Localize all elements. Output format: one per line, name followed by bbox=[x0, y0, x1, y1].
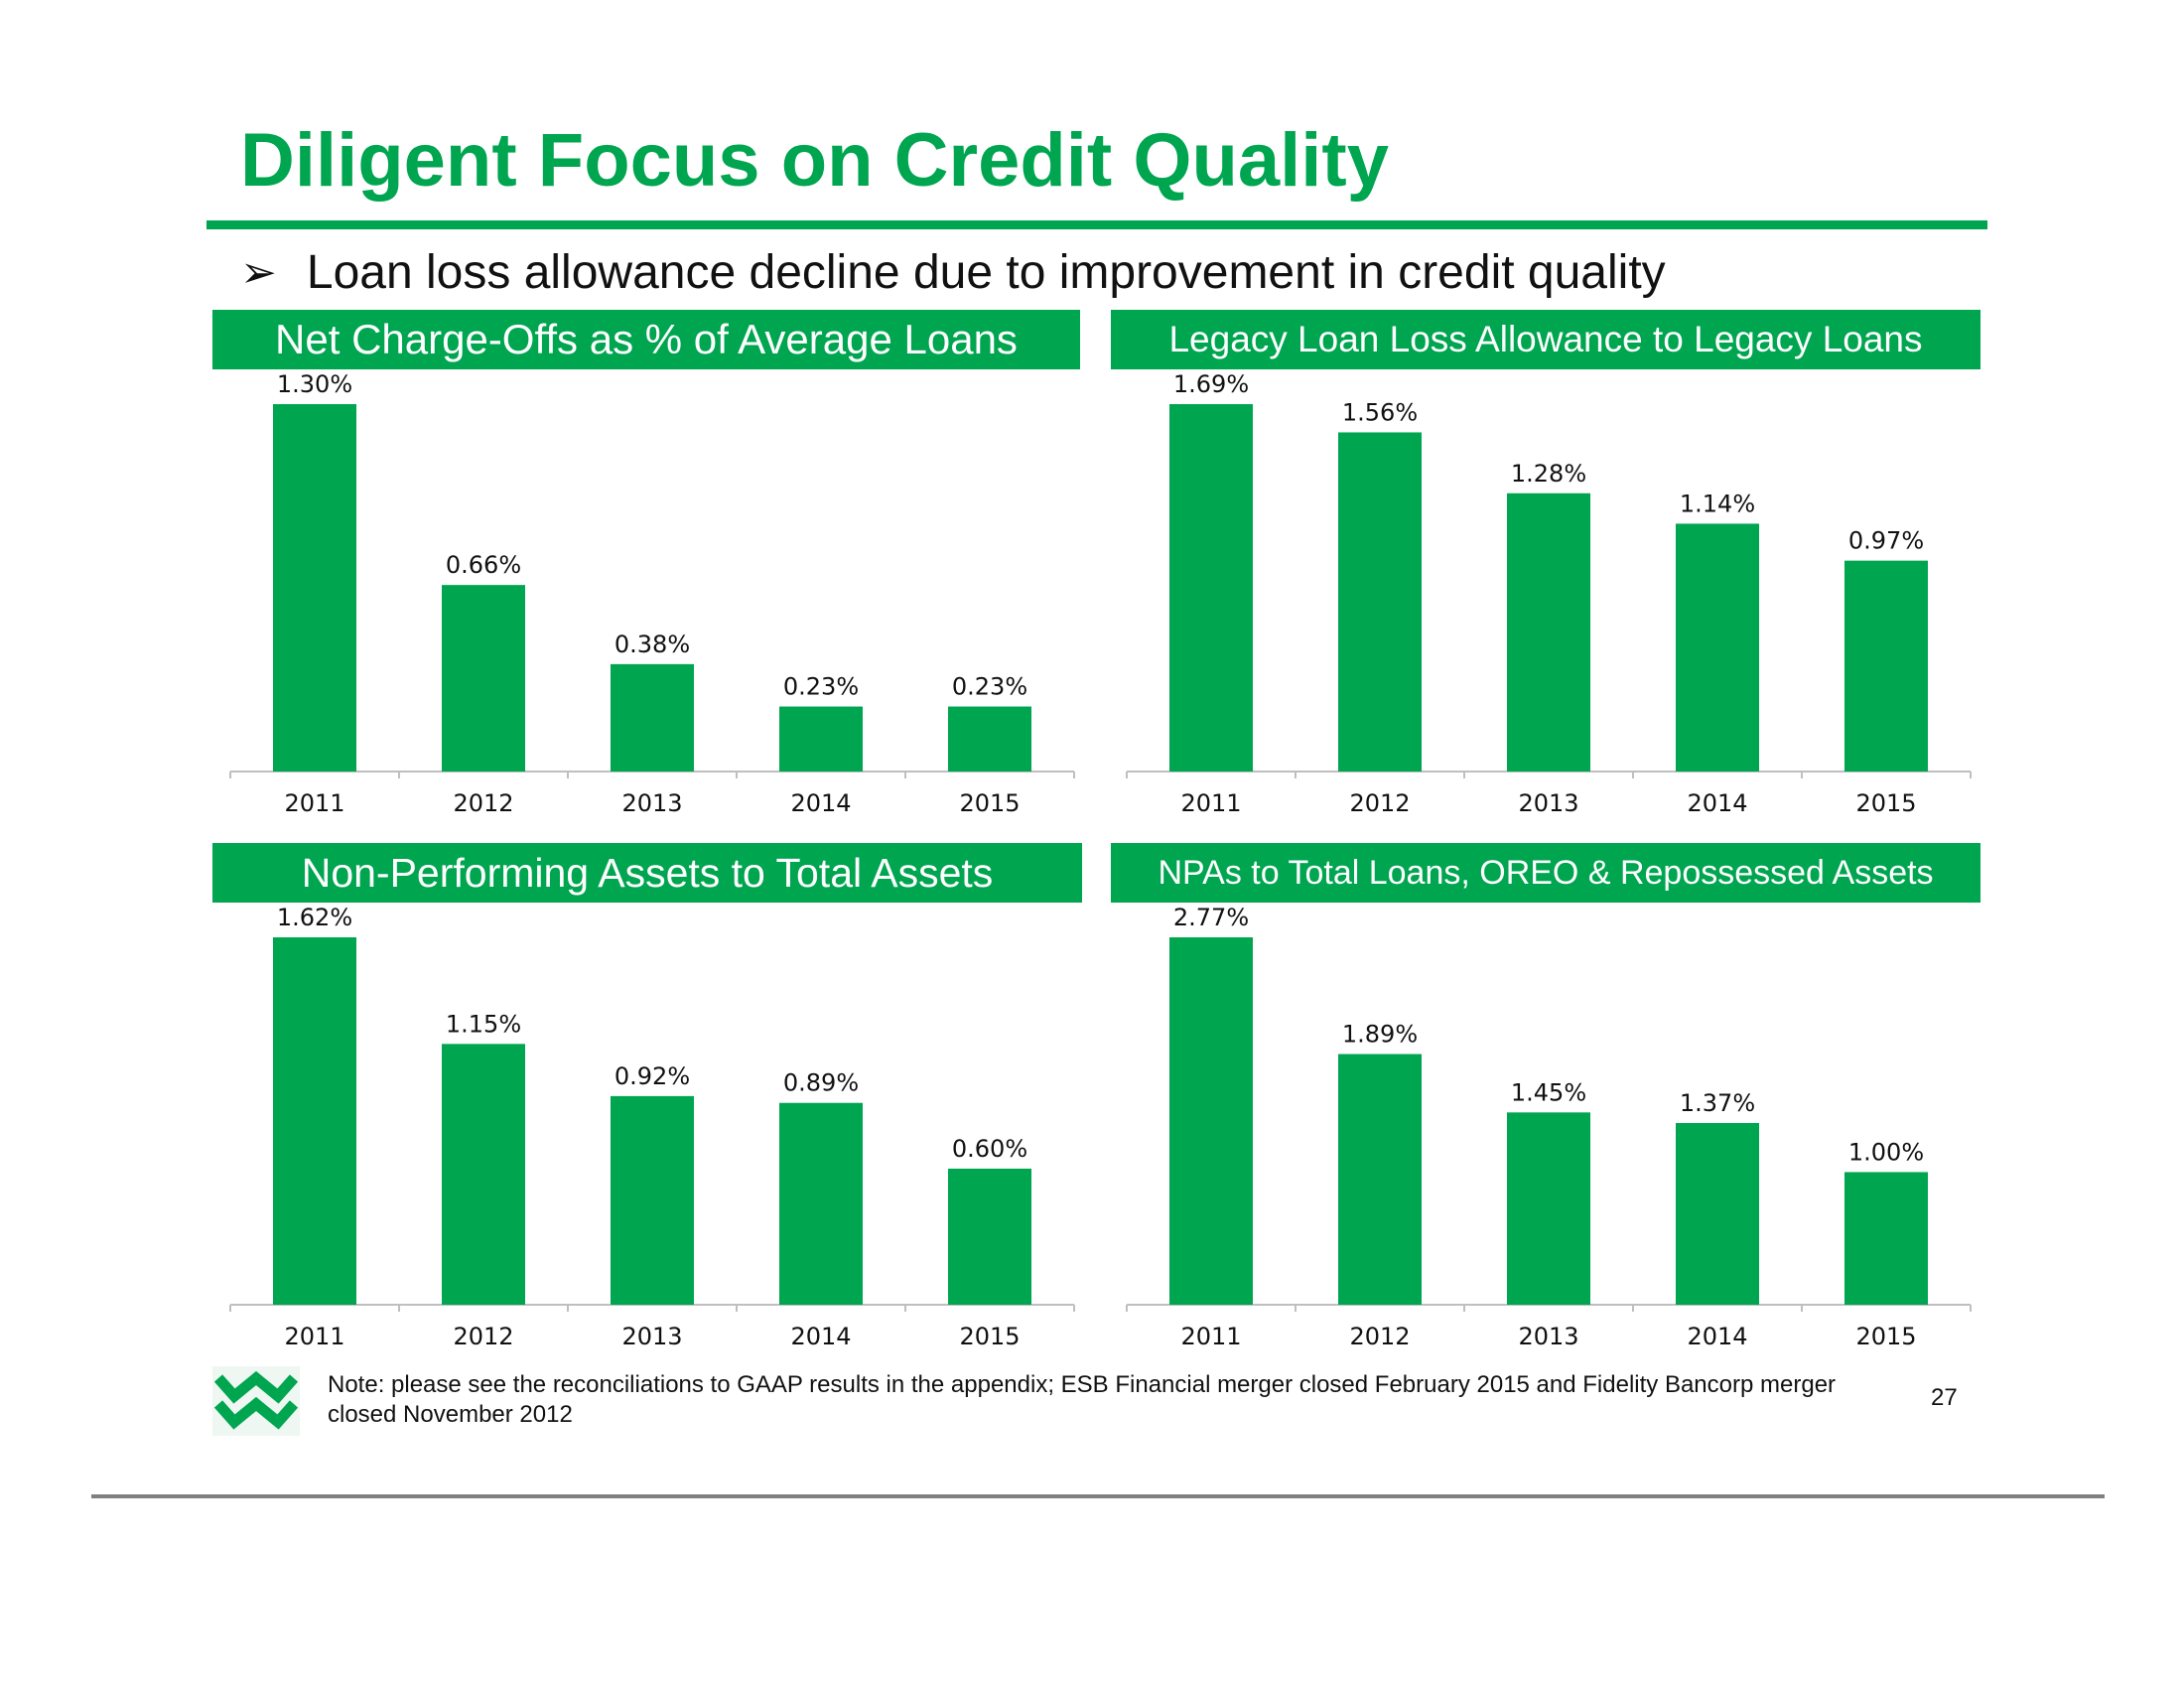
data-label: 0.60% bbox=[952, 1135, 1027, 1163]
chart-plot: 1.69% 2011 1.56% 2012 1.28% 2013 1.14% 2014 0.97… bbox=[1126, 370, 1972, 817]
bar-2012 bbox=[442, 585, 525, 772]
x-tick-label: 2011 bbox=[1180, 1323, 1241, 1350]
bar-2013 bbox=[1507, 1112, 1590, 1305]
footer-note: Note: please see the reconciliations to … bbox=[328, 1371, 1837, 1428]
x-tick-label: 2012 bbox=[453, 1323, 513, 1350]
bar-2011 bbox=[1169, 404, 1253, 772]
bar-2015 bbox=[948, 1168, 1031, 1305]
chart-title: Non-Performing Assets to Total Assets bbox=[301, 849, 994, 896]
chart-plot: 1.62% 2011 1.15% 2012 0.92% 2013 0.89% 2014 0.60… bbox=[229, 904, 1075, 1350]
bar-2015 bbox=[1844, 1172, 1928, 1305]
x-tick-label: 2013 bbox=[621, 1323, 682, 1350]
chart-net-charge-offs: 1.30% 2011 0.66% 2012 0.38% 2013 0.23% 2014 0.23… bbox=[210, 310, 1124, 826]
data-label: 1.62% bbox=[277, 904, 352, 931]
chart-plot: 2.77% 2011 1.89% 2012 1.45% 2013 1.37% 2014 1.00… bbox=[1126, 904, 1972, 1350]
chart-title-bar: Legacy Loan Loss Allowance to Legacy Loa… bbox=[1111, 310, 1980, 369]
x-tick-label: 2014 bbox=[790, 789, 851, 817]
bullet-text: Loan loss allowance decline due to impro… bbox=[306, 245, 1666, 299]
data-label: 0.92% bbox=[614, 1062, 690, 1090]
page-title: Diligent Focus on Credit Quality bbox=[240, 118, 1389, 203]
bar-2013 bbox=[1507, 492, 1590, 772]
bullet-arrow-icon: ➢ bbox=[240, 247, 277, 297]
bar-2015 bbox=[1844, 560, 1928, 772]
x-tick-label: 2012 bbox=[453, 789, 513, 817]
bar-2013 bbox=[611, 663, 694, 772]
data-label: 0.97% bbox=[1848, 527, 1924, 555]
x-tick-label: 2015 bbox=[1855, 1323, 1916, 1350]
bullet-point: ➢ Loan loss allowance decline due to imp… bbox=[240, 242, 1666, 302]
chart-plot: 1.30% 2011 0.66% 2012 0.38% 2013 0.23% 2014 0.23… bbox=[229, 370, 1075, 817]
x-tick-label: 2011 bbox=[1180, 789, 1241, 817]
data-label: 1.28% bbox=[1511, 460, 1586, 488]
x-tick-label: 2013 bbox=[1518, 1323, 1578, 1350]
data-label: 1.30% bbox=[277, 370, 352, 398]
bar-2014 bbox=[1676, 1123, 1759, 1305]
data-label: 0.89% bbox=[783, 1069, 859, 1097]
x-tick-label: 2014 bbox=[1687, 789, 1747, 817]
page-number: 27 bbox=[1931, 1384, 1958, 1411]
data-label: 2.77% bbox=[1173, 904, 1249, 931]
x-tick-label: 2014 bbox=[1687, 1323, 1747, 1350]
chart-npa-to-total-assets: 1.62% 2011 1.15% 2012 0.92% 2013 0.89% 2014 0.60… bbox=[210, 843, 1124, 1359]
x-tick-label: 2015 bbox=[959, 1323, 1020, 1350]
data-label: 1.00% bbox=[1848, 1138, 1924, 1166]
bar-2014 bbox=[779, 1102, 863, 1305]
data-label: 1.37% bbox=[1680, 1089, 1755, 1117]
chart-title: Legacy Loan Loss Allowance to Legacy Loa… bbox=[1168, 319, 1923, 359]
bar-2011 bbox=[1169, 937, 1253, 1305]
x-tick-label: 2013 bbox=[621, 789, 682, 817]
bottom-divider bbox=[91, 1494, 2105, 1498]
x-tick-label: 2015 bbox=[959, 789, 1020, 817]
chart-title: NPAs to Total Loans, OREO & Repossessed … bbox=[1158, 853, 1934, 892]
bar-2013 bbox=[611, 1095, 694, 1305]
x-tick-label: 2012 bbox=[1349, 789, 1410, 817]
data-label: 1.15% bbox=[446, 1010, 521, 1038]
x-tick-label: 2013 bbox=[1518, 789, 1578, 817]
bar-2011 bbox=[273, 404, 356, 772]
data-label: 1.89% bbox=[1342, 1021, 1418, 1049]
chart-npas-to-total-loans-oreo: 2.77% 2011 1.89% 2012 1.45% 2013 1.37% 2014 1.00… bbox=[1107, 843, 2020, 1359]
x-tick-label: 2012 bbox=[1349, 1323, 1410, 1350]
x-tick-label: 2014 bbox=[790, 1323, 851, 1350]
x-tick-label: 2015 bbox=[1855, 789, 1916, 817]
wesbanco-w-logo-icon bbox=[212, 1366, 300, 1436]
bar-2014 bbox=[1676, 523, 1759, 772]
data-label: 0.38% bbox=[614, 631, 690, 658]
data-label: 0.23% bbox=[783, 673, 859, 701]
chart-title: Net Charge-Offs as % of Average Loans bbox=[275, 316, 1018, 362]
chart-title-bar: Non-Performing Assets to Total Assets bbox=[212, 843, 1082, 903]
data-label: 1.45% bbox=[1511, 1078, 1586, 1106]
bar-2012 bbox=[1338, 1054, 1422, 1305]
bar-2015 bbox=[948, 706, 1031, 772]
data-label: 0.23% bbox=[952, 673, 1027, 701]
chart-title-bar: Net Charge-Offs as % of Average Loans bbox=[212, 310, 1080, 369]
data-label: 1.56% bbox=[1342, 398, 1418, 426]
chart-title-bar: NPAs to Total Loans, OREO & Repossessed … bbox=[1111, 843, 1980, 903]
bar-2012 bbox=[442, 1044, 525, 1305]
bar-2014 bbox=[779, 706, 863, 772]
x-tick-label: 2011 bbox=[284, 789, 344, 817]
data-label: 1.69% bbox=[1173, 370, 1249, 398]
bar-2011 bbox=[273, 937, 356, 1305]
data-label: 1.14% bbox=[1680, 490, 1755, 517]
title-divider bbox=[206, 220, 1987, 229]
chart-legacy-loan-loss-allowance: 1.69% 2011 1.56% 2012 1.28% 2013 1.14% 2014 0.97… bbox=[1107, 310, 2020, 826]
bar-2012 bbox=[1338, 432, 1422, 772]
data-label: 0.66% bbox=[446, 551, 521, 579]
x-tick-label: 2011 bbox=[284, 1323, 344, 1350]
